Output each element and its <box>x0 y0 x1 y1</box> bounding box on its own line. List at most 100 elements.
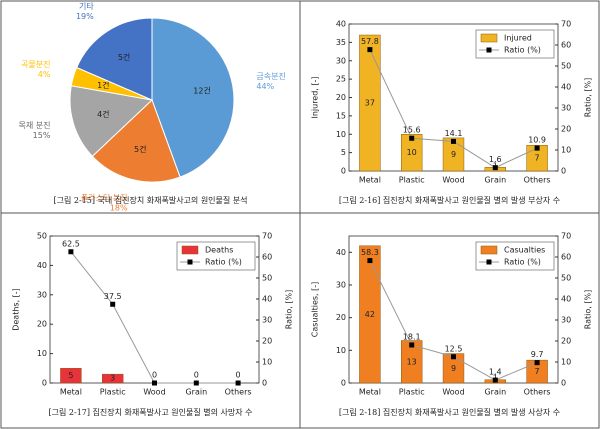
ratio-label: 15.6 <box>403 126 421 135</box>
ratio-marker <box>193 380 199 386</box>
x-tick-label: Others <box>524 388 551 397</box>
y2-tick-label: 30 <box>561 316 571 325</box>
bar-label: 9 <box>451 364 456 373</box>
y-tick-label: 10 <box>37 349 47 358</box>
x-tick-label: Wood <box>143 388 165 397</box>
y2-tick-label: 10 <box>561 358 571 367</box>
y-tick-label: 40 <box>37 261 47 270</box>
ratio-label: 1.6 <box>489 155 502 164</box>
bar <box>401 134 423 172</box>
y-tick-label: 30 <box>37 290 47 299</box>
y2-tick-label: 60 <box>561 253 571 262</box>
y2-tick-label: 70 <box>561 20 571 29</box>
ratio-label: 12.5 <box>445 344 463 353</box>
caption: [그림 2-18] 집진장치 화재폭발사고 원인물질 별의 발생 사상자 수 <box>339 407 560 417</box>
y2-tick-label: 20 <box>561 125 571 134</box>
y2-axis-label: Ratio, [%] <box>584 78 593 117</box>
ratio-marker <box>451 138 456 144</box>
y2-tick-label: 10 <box>262 358 272 367</box>
slice-percent: 15% <box>33 131 51 140</box>
bar <box>442 353 465 384</box>
slice-percent: 4% <box>38 70 51 79</box>
pie-slice <box>76 17 153 101</box>
slice-label: 기타 <box>79 2 94 11</box>
y-tick-label: 5 <box>341 148 346 157</box>
x-tick-label: Metal <box>359 176 381 185</box>
y2-tick-label: 30 <box>262 316 272 325</box>
legend-label: Injured <box>504 34 532 43</box>
bar-label: 7 <box>535 154 540 163</box>
x-tick-label: Plastic <box>399 176 425 185</box>
y2-tick-label: 0 <box>561 379 566 388</box>
y2-tick-label: 40 <box>561 83 571 92</box>
ratio-label: 0 <box>236 371 241 380</box>
legend-label: Ratio (%) <box>504 258 541 267</box>
x-tick-label: Grain <box>484 388 506 397</box>
y-tick-label: 25 <box>336 75 346 84</box>
x-tick-label: Others <box>225 388 252 397</box>
ratio-marker <box>492 377 498 383</box>
y-tick-label: 30 <box>336 281 346 290</box>
y-tick-label: 20 <box>37 320 47 329</box>
legend-label: Ratio (%) <box>504 46 541 55</box>
caption: [그림 2-15] 국내 집진장치 화재폭발사고의 원인물질 분석 <box>53 195 247 205</box>
y2-tick-label: 40 <box>561 295 571 304</box>
ratio-label: 1.4 <box>489 368 502 377</box>
ratio-label: 57.8 <box>361 37 379 46</box>
y-axis-label: Deaths, [-] <box>12 288 21 331</box>
legend-label: Casualties <box>504 246 545 255</box>
y2-tick-label: 50 <box>561 62 571 71</box>
x-tick-label: Others <box>524 176 551 185</box>
ratio-label: 18.1 <box>403 332 421 341</box>
slice-percent: 18% <box>110 204 128 213</box>
legend-swatch <box>480 33 498 43</box>
x-tick-label: Metal <box>359 388 381 397</box>
slice-label: 플라스틱 분진 <box>81 193 128 203</box>
ratio-label: 0 <box>152 371 157 380</box>
y-tick-label: 20 <box>336 93 346 102</box>
x-tick-label: Metal <box>60 388 82 397</box>
slice-count: 4건 <box>97 109 109 119</box>
slice-count: 5건 <box>134 144 146 154</box>
bar <box>60 368 82 384</box>
ratio-marker <box>534 360 540 366</box>
y2-tick-label: 0 <box>262 379 267 388</box>
ratio-label: 10.9 <box>528 136 546 145</box>
legend-swatch <box>181 245 199 255</box>
slice-percent: 44% <box>256 82 274 91</box>
y2-axis-label: Ratio, [%] <box>285 290 294 329</box>
y-tick-label: 40 <box>336 248 346 257</box>
ratio-marker <box>409 342 415 348</box>
legend-label: Deaths <box>205 246 233 255</box>
y-axis-label: Injured, [-] <box>311 76 320 118</box>
ratio-label: 37.5 <box>104 292 122 301</box>
x-tick-label: Wood <box>442 388 464 397</box>
ratio-marker <box>534 145 540 151</box>
slice-label: 금속분진 <box>256 71 285 81</box>
y-tick-label: 40 <box>336 20 346 29</box>
y-tick-label: 15 <box>336 111 346 120</box>
y-tick-label: 50 <box>37 232 47 241</box>
slice-count: 12건 <box>193 86 211 96</box>
y2-tick-label: 10 <box>561 146 571 155</box>
x-tick-label: Plastic <box>399 388 425 397</box>
bar-label: 42 <box>365 310 375 319</box>
bar-label: 10 <box>407 148 417 157</box>
ratio-marker <box>68 249 74 255</box>
ratio-marker <box>235 380 241 386</box>
ratio-label: 62.5 <box>62 239 80 248</box>
ratio-marker <box>110 301 116 307</box>
y2-tick-label: 60 <box>262 253 272 262</box>
bar-label: 9 <box>451 150 456 159</box>
pie-slice <box>151 17 235 178</box>
bar <box>442 137 465 172</box>
ratio-marker <box>409 135 415 141</box>
slice-count: 1건 <box>97 80 109 90</box>
x-tick-label: Grain <box>185 388 207 397</box>
legend-swatch <box>480 245 498 255</box>
y-tick-label: 30 <box>336 56 346 65</box>
y2-tick-label: 50 <box>561 274 571 283</box>
y-tick-label: 10 <box>336 346 346 355</box>
y-tick-label: 0 <box>341 167 346 176</box>
slice-percent: 19% <box>76 12 94 21</box>
